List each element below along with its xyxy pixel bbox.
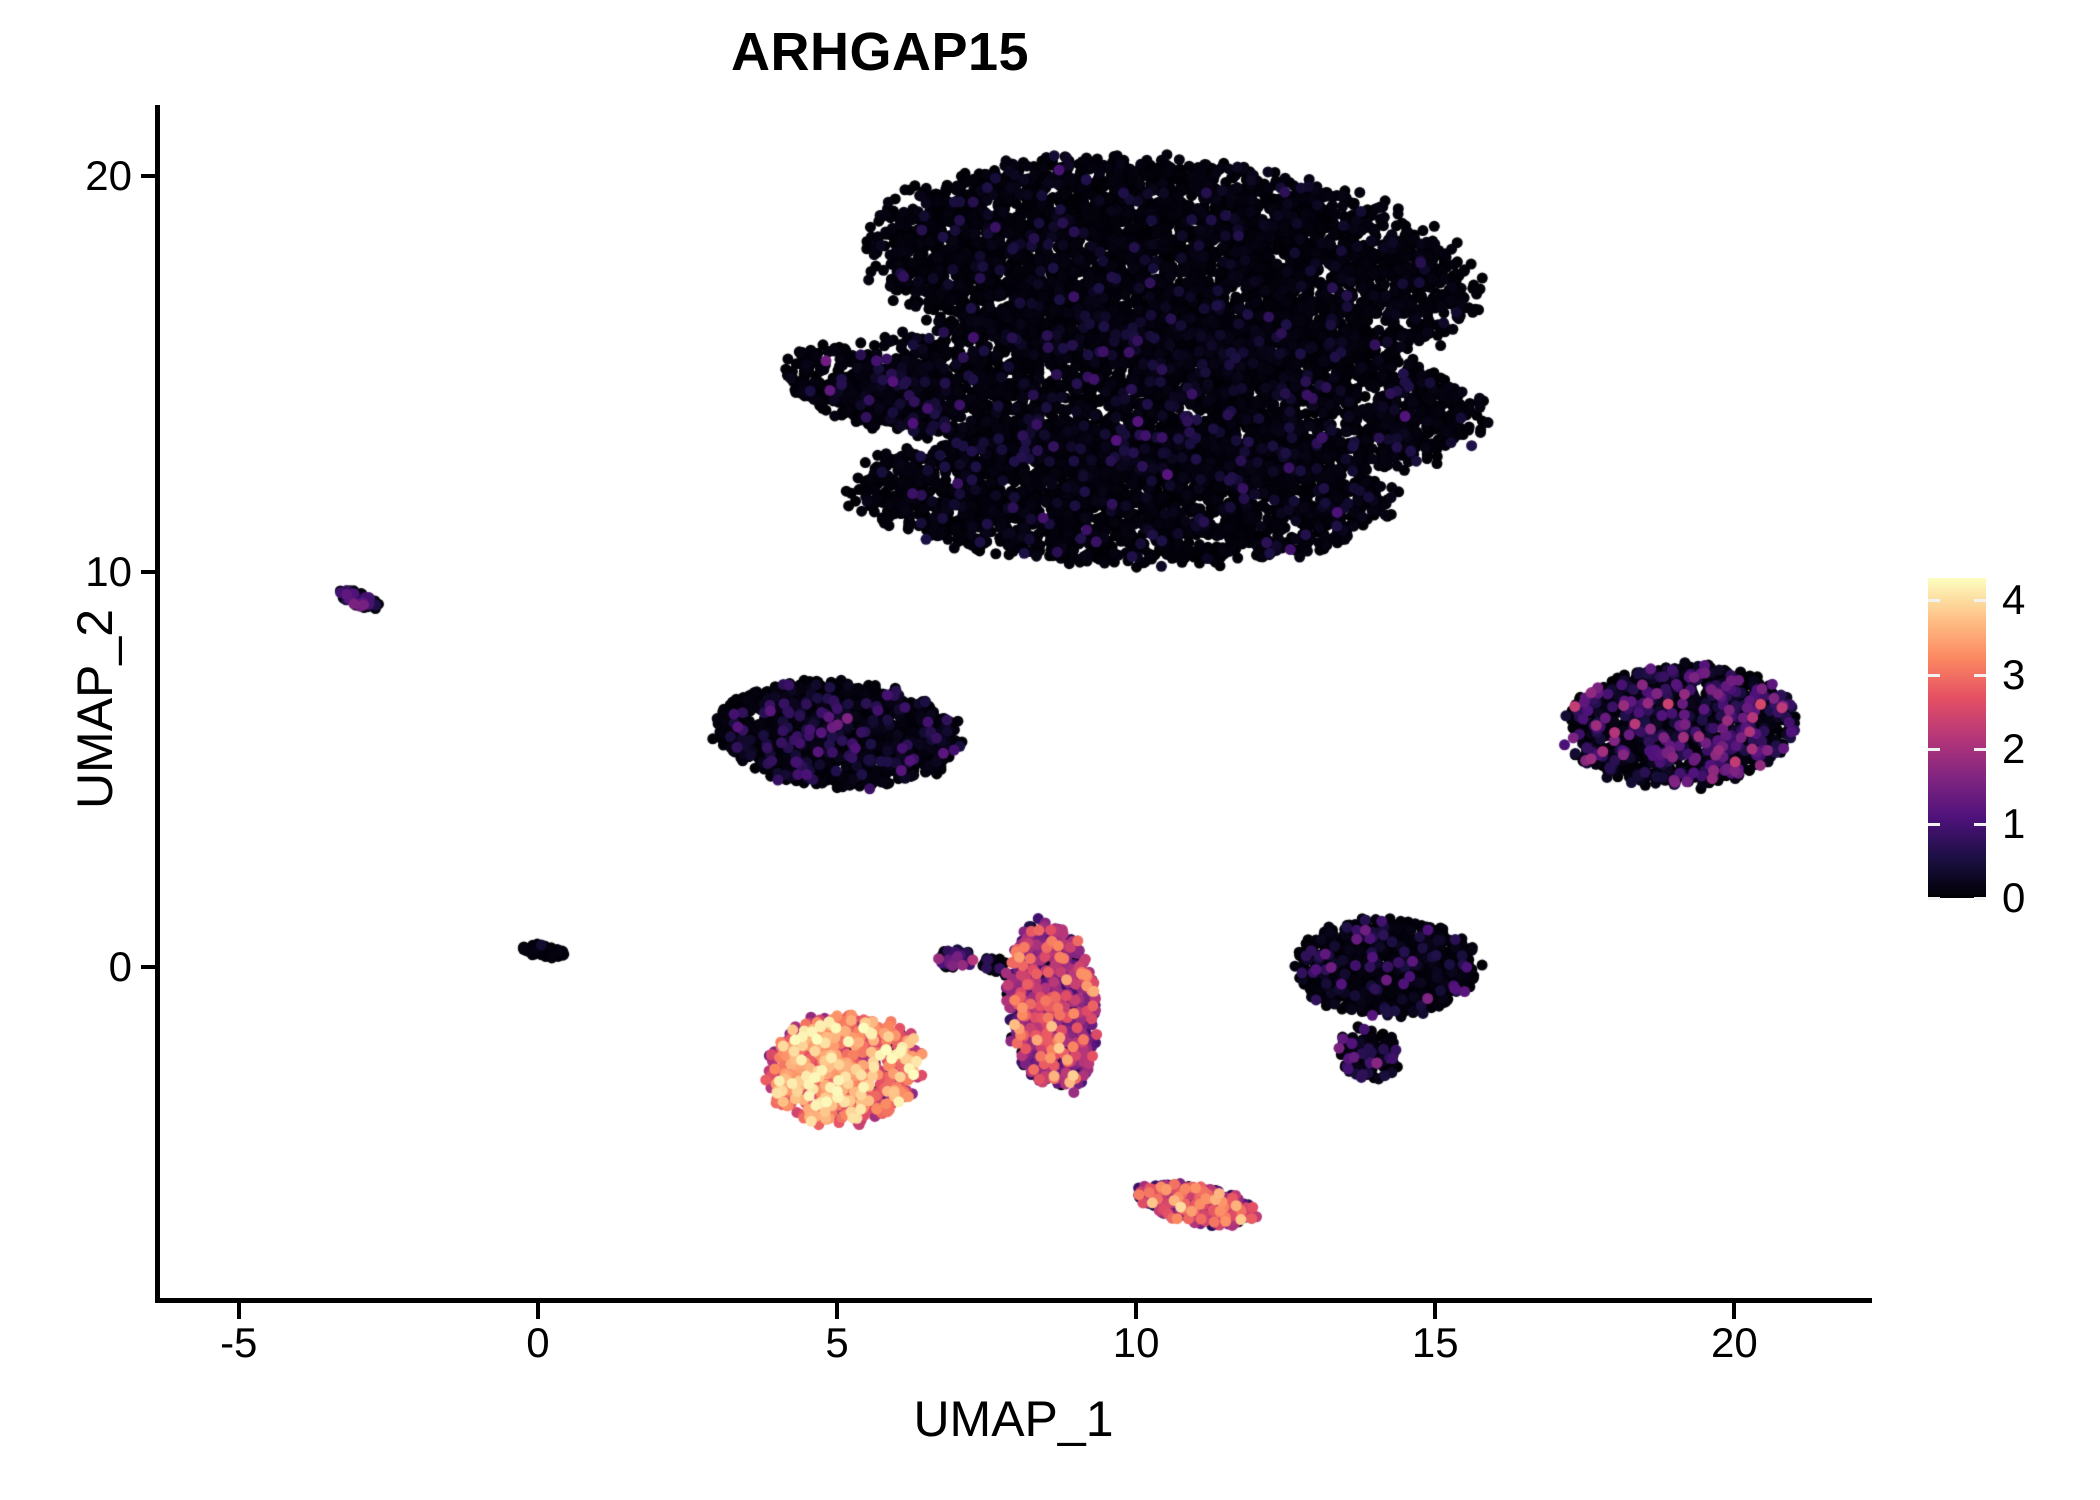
colorbar-tick-mark: [1928, 748, 1940, 752]
x-tick-label: -5: [220, 1319, 258, 1366]
x-tick-label: 15: [1411, 1319, 1459, 1366]
x-tick-mark: [236, 1303, 241, 1319]
y-tick-label: 0: [108, 942, 132, 990]
colorbar-tick-mark: [1974, 822, 1986, 826]
colorbar-tick-mark: [1974, 599, 1986, 603]
x-axis-title: UMAP_1: [913, 1391, 1114, 1447]
y-tick-mark: [141, 964, 155, 969]
page-title: ARHGAP15: [730, 22, 1030, 82]
colorbar-gradient: [1928, 578, 1986, 898]
colorbar-tick-mark: [1928, 822, 1940, 826]
colorbar-tick-label: 4: [2002, 576, 2026, 624]
colorbar-tick-label: 0: [2002, 874, 2026, 921]
x-tick-mark: [535, 1303, 540, 1319]
y-axis-title: UMAP_2: [67, 608, 123, 810]
x-tick-mark: [1134, 1303, 1139, 1319]
y-tick-label: 20: [85, 152, 132, 200]
colorbar-tick-mark: [1928, 897, 1940, 900]
colorbar-legend: 4 3 2 1 0: [1928, 576, 2088, 921]
x-axis-line: [155, 1298, 1872, 1303]
scatter-plot-canvas: [155, 105, 1872, 1303]
x-tick-mark: [1732, 1303, 1737, 1319]
colorbar-tick-label: 3: [2002, 650, 2026, 698]
y-tick-mark: [141, 174, 155, 179]
colorbar-tick-mark: [1928, 599, 1940, 603]
x-tick-mark: [1433, 1303, 1438, 1319]
y-tick-label: 10: [85, 547, 132, 595]
y-tick-mark: [141, 569, 155, 574]
y-axis-line: [155, 105, 160, 1303]
colorbar-tick-mark: [1974, 748, 1986, 752]
x-tick-mark: [835, 1303, 839, 1319]
colorbar-tick-mark: [1974, 897, 1986, 900]
colorbar-tick-label: 2: [2002, 725, 2026, 773]
colorbar-tick-label: 1: [2002, 799, 2026, 847]
colorbar-tick-mark: [1974, 673, 1986, 677]
x-tick-label: 5: [825, 1319, 849, 1366]
x-tick-label: 20: [1711, 1319, 1758, 1366]
x-tick-label: 10: [1112, 1319, 1160, 1366]
colorbar-tick-mark: [1928, 673, 1940, 677]
x-tick-label: 0: [526, 1319, 550, 1366]
